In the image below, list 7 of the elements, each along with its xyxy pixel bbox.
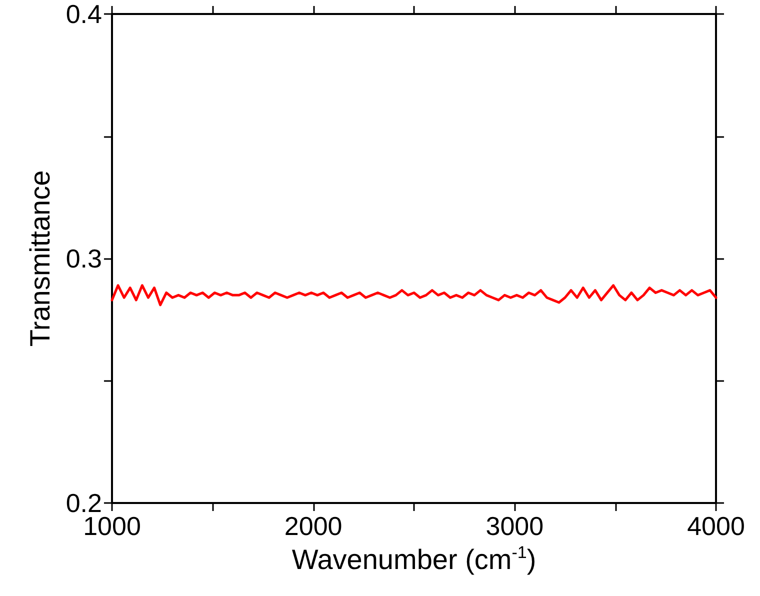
x-tick-label: 3000: [486, 511, 544, 541]
line-series: [110, 284, 718, 306]
x-tick-label: 4000: [687, 511, 745, 541]
y-axis-title: Transmittance: [24, 170, 56, 347]
y-tick-label: 0.3: [66, 244, 102, 274]
x-tick-label: 2000: [284, 511, 342, 541]
y-tick-label: 0.4: [66, 0, 102, 29]
